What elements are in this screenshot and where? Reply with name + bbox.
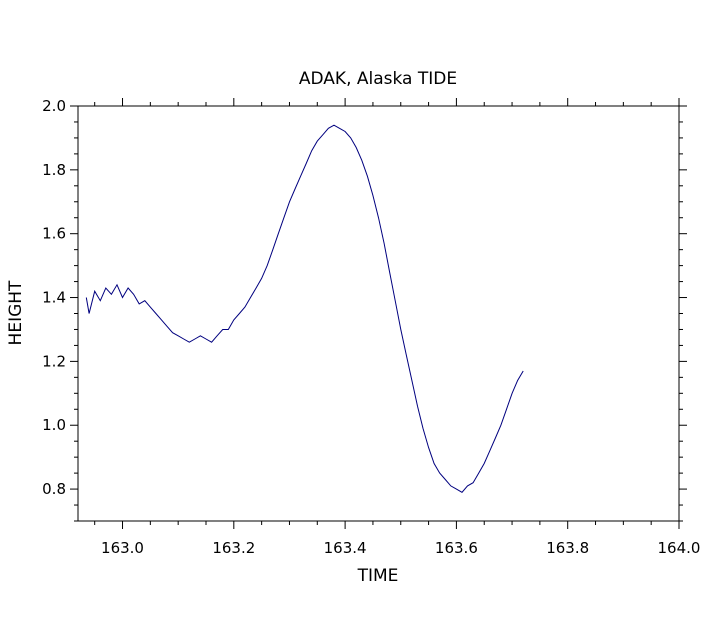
y-tick-label: 0.8	[42, 480, 66, 498]
y-tick-label: 1.6	[42, 225, 66, 243]
x-tick-label: 163.8	[546, 539, 589, 557]
x-tick-label: 163.0	[101, 539, 144, 557]
y-tick-label: 1.0	[42, 416, 66, 434]
y-tick-label: 1.2	[42, 352, 66, 370]
y-axis: 0.8 1.0 1.2 1.4 1.6 1.8 2.0	[42, 97, 687, 522]
y-tick-label: 2.0	[42, 97, 66, 115]
y-tick-label: 1.8	[42, 161, 66, 179]
x-axis-label: TIME	[357, 566, 399, 586]
x-tick-label: 163.4	[324, 539, 367, 557]
y-tick-label: 1.4	[42, 289, 66, 307]
tide-series-line	[85, 124, 524, 493]
x-tick-label: 163.2	[212, 539, 255, 557]
y-axis-label: HEIGHT	[6, 280, 26, 345]
plot-frame	[77, 105, 680, 522]
x-tick-label: 163.6	[435, 539, 478, 557]
chart-title: ADAK, Alaska TIDE	[299, 69, 457, 89]
x-tick-label: 164.0	[658, 539, 701, 557]
x-axis: 163.0 163.2 163.4 163.6 163.8 164.0	[94, 98, 701, 557]
